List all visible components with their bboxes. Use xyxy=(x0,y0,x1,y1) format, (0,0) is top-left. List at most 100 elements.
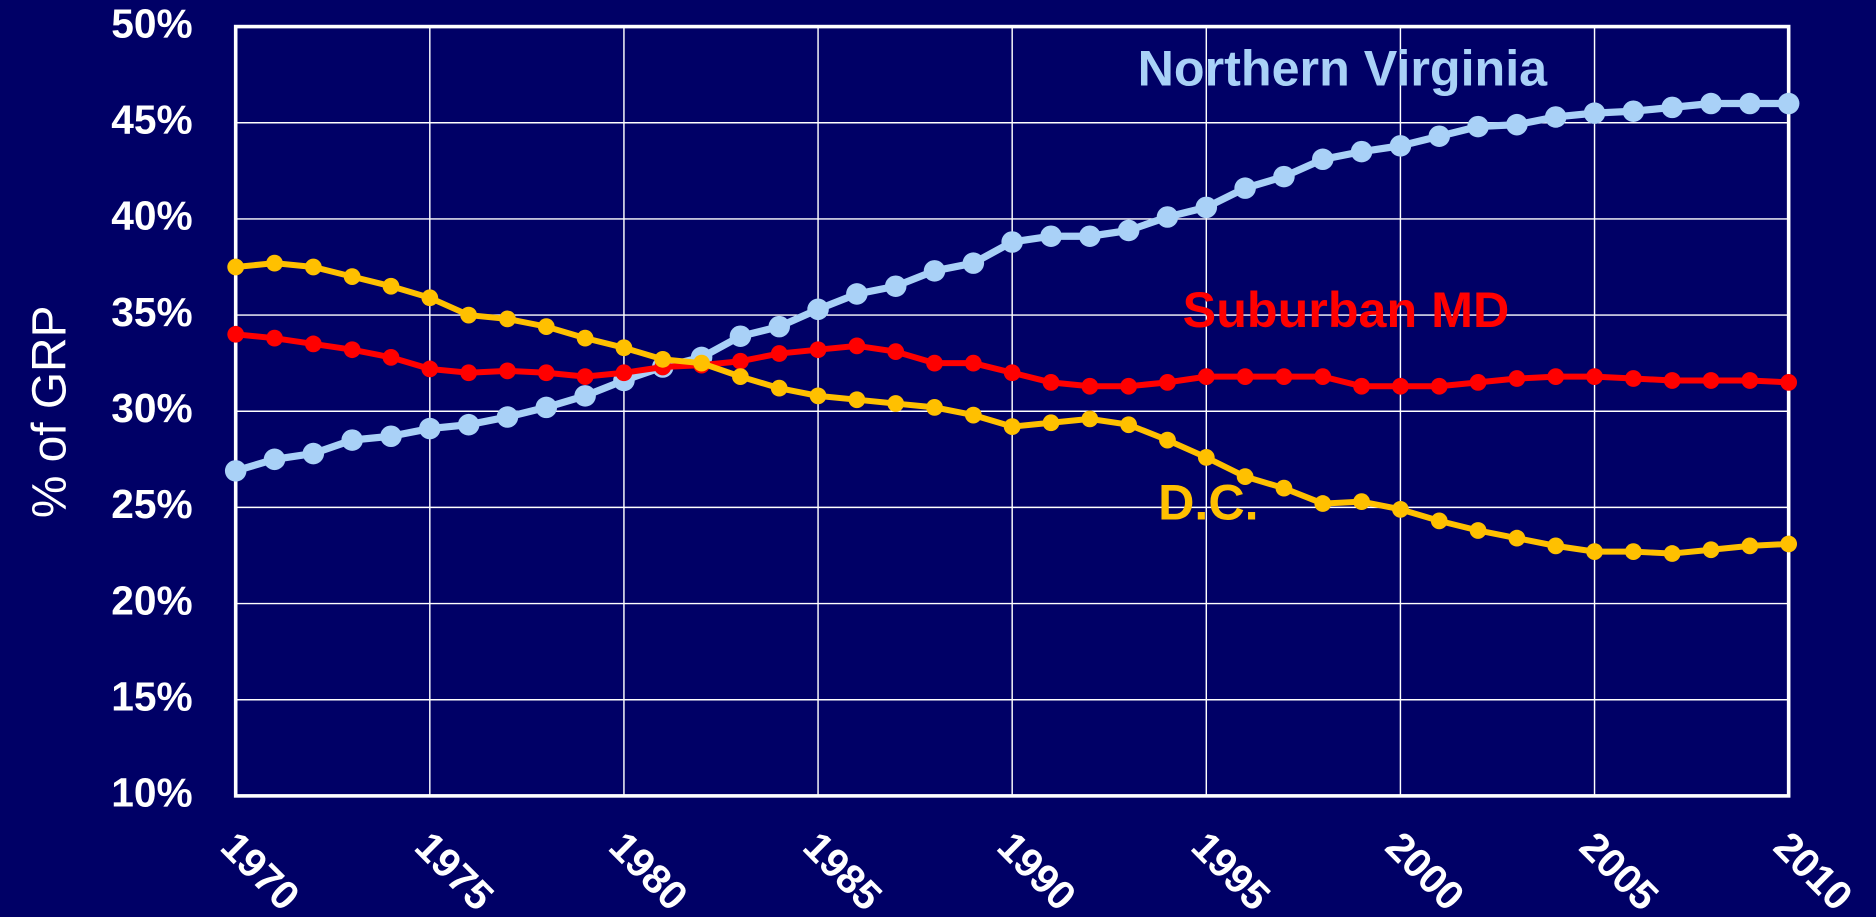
data-point xyxy=(770,345,788,362)
data-point xyxy=(343,268,361,285)
data-point xyxy=(732,352,749,370)
data-point xyxy=(1469,522,1487,539)
series-label: Suburban MD xyxy=(1183,282,1510,338)
data-point xyxy=(302,442,325,465)
data-point xyxy=(1156,206,1179,228)
data-point xyxy=(654,350,672,368)
data-point xyxy=(848,337,866,355)
data-point xyxy=(1079,225,1101,247)
data-point xyxy=(964,354,982,372)
data-point xyxy=(1081,377,1099,395)
data-point xyxy=(1702,372,1720,389)
data-point xyxy=(537,364,555,382)
data-point xyxy=(1159,431,1176,449)
data-point xyxy=(1120,416,1138,434)
data-point xyxy=(460,364,478,382)
data-point xyxy=(884,275,907,297)
data-point xyxy=(421,289,439,307)
data-point xyxy=(421,360,439,378)
y-tick-label: 35% xyxy=(111,289,192,335)
data-point xyxy=(1275,479,1293,497)
data-point xyxy=(1042,374,1060,391)
data-point xyxy=(1195,196,1218,219)
data-point xyxy=(1234,177,1256,199)
data-point xyxy=(1117,219,1140,242)
data-point xyxy=(1314,495,1332,512)
data-point xyxy=(499,310,516,328)
data-point xyxy=(1314,368,1332,385)
data-point xyxy=(926,354,943,372)
data-point xyxy=(1661,96,1683,119)
y-tick-label: 10% xyxy=(111,770,192,816)
data-point xyxy=(1547,537,1565,555)
data-point xyxy=(1312,148,1334,171)
plot-border xyxy=(233,24,1791,798)
data-point xyxy=(1353,493,1370,511)
data-point xyxy=(1702,541,1720,559)
y-tick-label: 45% xyxy=(111,97,192,143)
data-point xyxy=(926,399,943,416)
data-point xyxy=(1508,370,1526,387)
data-point xyxy=(962,252,985,274)
data-point xyxy=(1469,374,1487,391)
data-point xyxy=(1392,500,1409,518)
data-point xyxy=(1624,543,1642,561)
data-point xyxy=(1001,231,1023,253)
data-point xyxy=(1777,92,1800,115)
data-point xyxy=(304,335,322,353)
data-point xyxy=(460,306,478,324)
data-point xyxy=(1275,368,1293,385)
data-point xyxy=(1741,372,1759,389)
data-point xyxy=(380,425,402,448)
data-point xyxy=(1700,92,1722,115)
data-point xyxy=(576,368,594,385)
data-point xyxy=(1236,468,1254,486)
data-point xyxy=(615,339,633,357)
data-point xyxy=(227,325,245,343)
data-point xyxy=(343,341,361,359)
data-point xyxy=(768,315,791,338)
data-point xyxy=(457,413,480,436)
data-point xyxy=(382,349,400,366)
data-point xyxy=(1040,225,1062,247)
data-point xyxy=(1622,100,1645,122)
data-point xyxy=(729,325,752,348)
data-point xyxy=(807,298,829,321)
data-point xyxy=(1273,165,1295,188)
data-point xyxy=(1506,113,1528,136)
data-point xyxy=(266,254,283,272)
data-point xyxy=(341,429,363,451)
data-point xyxy=(266,329,283,347)
data-point xyxy=(1353,377,1370,395)
data-point xyxy=(809,341,827,359)
data-point xyxy=(1159,374,1176,391)
data-point xyxy=(574,385,596,407)
y-tick-label: 25% xyxy=(111,481,192,527)
data-point xyxy=(1780,535,1798,553)
data-point xyxy=(263,448,286,471)
data-point xyxy=(1120,377,1138,395)
y-tick-label: 20% xyxy=(111,577,192,623)
series-label: D.C. xyxy=(1158,475,1259,531)
data-point xyxy=(1428,125,1451,147)
y-tick-label: 50% xyxy=(111,0,192,46)
data-point xyxy=(1003,418,1021,436)
data-point xyxy=(1624,370,1642,387)
data-point xyxy=(615,364,633,382)
data-point xyxy=(382,277,400,295)
data-point xyxy=(1197,368,1215,385)
data-point xyxy=(1350,140,1373,163)
data-point xyxy=(419,417,441,440)
series-label: Northern Virginia xyxy=(1138,40,1549,96)
data-point xyxy=(732,368,749,385)
data-point xyxy=(1586,543,1603,561)
data-point xyxy=(1508,529,1526,547)
data-point xyxy=(1739,92,1761,115)
data-point xyxy=(923,260,946,282)
data-point xyxy=(1780,374,1798,391)
data-point xyxy=(964,406,982,424)
data-point xyxy=(1741,537,1759,555)
data-point xyxy=(1544,106,1567,128)
data-point xyxy=(1392,377,1409,395)
